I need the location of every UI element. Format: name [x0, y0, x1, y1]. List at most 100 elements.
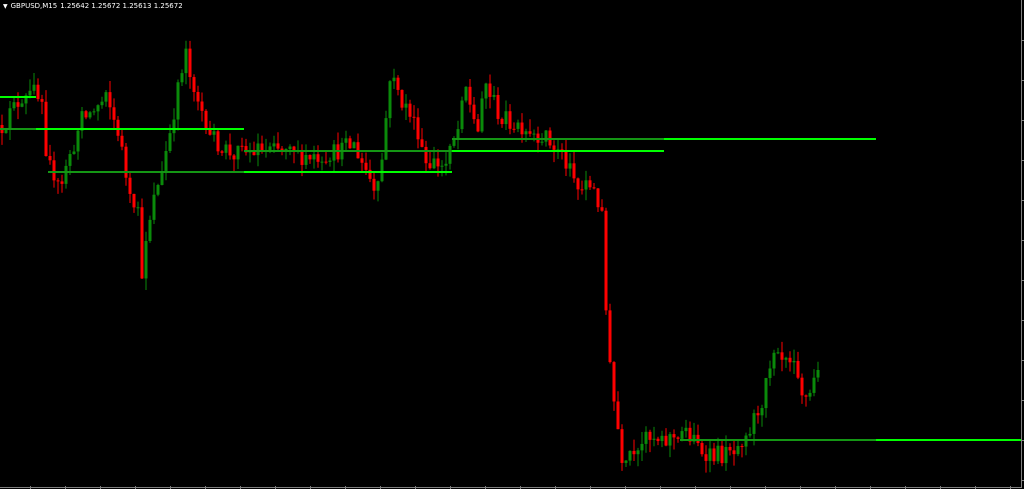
bull-candle: [236, 145, 240, 160]
bull-candle: [628, 450, 632, 461]
bear-candle: [240, 145, 244, 147]
bull-candle: [92, 111, 96, 113]
bull-candle: [636, 450, 640, 455]
bull-candle: [444, 163, 448, 166]
bull-candle: [692, 434, 696, 442]
bull-candle: [144, 241, 148, 279]
bear-candle: [120, 135, 124, 147]
bear-candle: [780, 352, 784, 360]
bull-candle: [524, 131, 528, 135]
bull-candle: [392, 77, 396, 82]
bull-candle: [68, 154, 72, 166]
bear-candle: [200, 101, 204, 111]
bear-candle: [260, 143, 264, 152]
bear-candle: [552, 145, 556, 150]
bear-candle: [400, 89, 404, 108]
bear-candle: [188, 48, 192, 78]
bull-candle: [504, 111, 508, 125]
bull-candle: [744, 435, 748, 447]
bull-candle: [28, 90, 32, 96]
bull-candle: [652, 438, 656, 440]
bear-candle: [36, 84, 40, 100]
bear-candle: [192, 77, 196, 92]
bull-candle: [344, 138, 348, 143]
bear-candle: [548, 130, 552, 146]
bull-candle: [752, 413, 756, 434]
bull-candle: [320, 161, 324, 163]
bear-candle: [196, 91, 200, 102]
triangle-down-icon[interactable]: ▼: [3, 2, 8, 10]
chart-header: ▼ GBPUSD,M15 1.25642 1.25672 1.25613 1.2…: [3, 2, 183, 10]
bear-candle: [528, 131, 532, 134]
bear-candle: [408, 103, 412, 117]
bear-candle: [292, 146, 296, 152]
bear-candle: [656, 438, 660, 442]
bear-candle: [124, 146, 128, 178]
bull-candle: [4, 128, 8, 134]
bear-candle: [436, 158, 440, 167]
bull-candle: [76, 130, 80, 152]
bull-candle: [288, 146, 292, 150]
bull-candle: [156, 184, 160, 195]
bull-candle: [332, 144, 336, 161]
bear-candle: [276, 143, 280, 149]
bear-candle: [796, 360, 800, 378]
bear-candle: [720, 445, 724, 464]
bull-candle: [784, 357, 788, 360]
bear-candle: [496, 94, 500, 119]
bear-candle: [804, 395, 808, 397]
bull-candle: [484, 83, 488, 99]
bull-candle: [224, 144, 228, 153]
bear-candle: [40, 99, 44, 102]
bear-candle: [252, 150, 256, 156]
bear-candle: [696, 434, 700, 443]
bull-candle: [12, 102, 16, 109]
bear-candle: [648, 431, 652, 440]
bull-candle: [160, 171, 164, 185]
bear-candle: [364, 162, 368, 170]
bull-candle: [96, 105, 100, 112]
bear-candle: [360, 158, 364, 163]
bull-candle: [272, 143, 276, 147]
bear-candle: [612, 362, 616, 402]
bear-candle: [688, 427, 692, 442]
bull-candle: [532, 133, 536, 135]
bull-candle: [80, 111, 84, 131]
bull-candle: [352, 142, 356, 149]
bull-candle: [736, 446, 740, 455]
bear-candle: [800, 377, 804, 396]
bull-candle: [328, 160, 332, 162]
bear-candle: [508, 111, 512, 129]
bull-candle: [516, 122, 520, 129]
bull-candle: [404, 103, 408, 108]
bear-candle: [740, 446, 744, 448]
bull-candle: [448, 145, 452, 164]
bear-candle: [52, 160, 56, 181]
bear-candle: [84, 111, 88, 118]
bull-candle: [748, 433, 752, 436]
bull-candle: [20, 103, 24, 107]
bull-candle: [644, 431, 648, 444]
bear-candle: [564, 151, 568, 169]
bear-candle: [220, 151, 224, 153]
bear-candle: [300, 150, 304, 165]
bear-candle: [132, 193, 136, 208]
bull-candle: [164, 150, 168, 172]
bear-candle: [664, 435, 668, 446]
bull-candle: [184, 48, 188, 74]
bear-candle: [424, 146, 428, 164]
bear-candle: [756, 413, 760, 416]
bear-candle: [620, 429, 624, 463]
bear-candle: [56, 180, 60, 182]
bull-candle: [212, 131, 216, 135]
bear-candle: [476, 119, 480, 132]
bull-candle: [152, 194, 156, 220]
bull-candle: [624, 460, 628, 463]
bull-candle: [812, 377, 816, 393]
bear-candle: [428, 163, 432, 169]
bear-candle: [600, 207, 604, 211]
bull-candle: [764, 378, 768, 409]
bear-candle: [216, 131, 220, 152]
